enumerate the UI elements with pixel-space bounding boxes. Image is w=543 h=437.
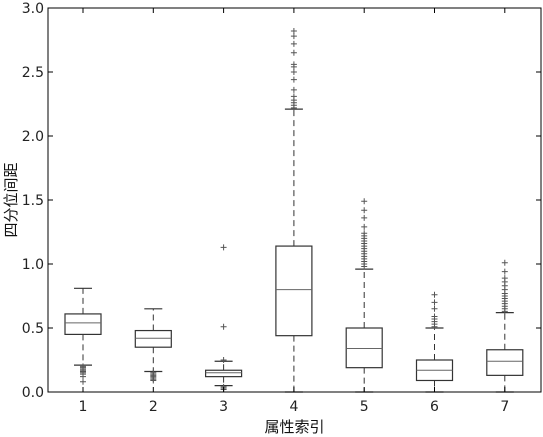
- box-group-1: [64, 287, 102, 385]
- outlier-point: [290, 40, 297, 47]
- x-tick-label: 3: [219, 399, 228, 415]
- y-tick-label: 0.0: [22, 385, 44, 401]
- outlier-point: [290, 28, 297, 35]
- outlier-point: [80, 373, 86, 380]
- box-iqr: [134, 329, 172, 348]
- plot-marks: [64, 28, 524, 393]
- outlier-point: [290, 93, 297, 100]
- outlier-point: [290, 86, 297, 93]
- box-iqr: [275, 245, 313, 337]
- box-iqr: [486, 349, 524, 376]
- y-tick-label: 1.0: [22, 257, 44, 273]
- outlier-point: [431, 313, 438, 320]
- x-axis-label: 属性索引: [264, 418, 324, 436]
- outlier-point: [501, 268, 508, 275]
- outlier-point: [290, 33, 297, 40]
- outlier-point: [361, 230, 368, 237]
- x-axis-ticks: 1 2 3 4 5 6 7: [79, 8, 509, 415]
- outlier-point: [290, 61, 297, 68]
- outlier-point: [361, 223, 368, 230]
- x-tick-label: 2: [149, 399, 158, 415]
- box-group-5: [345, 198, 383, 393]
- outlier-point: [80, 378, 86, 385]
- outlier-point: [290, 49, 297, 56]
- box-group-7: [486, 259, 524, 393]
- outlier-point: [290, 69, 297, 75]
- outlier-point: [501, 275, 508, 282]
- box-iqr: [205, 369, 243, 378]
- outlier-point: [220, 323, 227, 330]
- y-tick-label: 3.0: [22, 1, 44, 17]
- box-iqr: [64, 313, 102, 336]
- outlier-point: [361, 207, 368, 214]
- box-group-2: [134, 308, 172, 384]
- outlier-point: [290, 76, 297, 83]
- plot-frame: [47, 7, 542, 393]
- outlier-point: [361, 214, 368, 221]
- outlier-point: [431, 305, 438, 312]
- box-group-4: [275, 28, 313, 393]
- y-tick-label: 1.5: [22, 193, 44, 209]
- x-tick-label: 4: [289, 399, 298, 415]
- outlier-point: [501, 259, 508, 266]
- x-tick-label: 5: [360, 399, 369, 415]
- y-axis-label: 四分位间距: [2, 162, 20, 237]
- box-group-6: [415, 291, 454, 393]
- y-tick-label: 0.5: [22, 321, 44, 337]
- x-tick-label: 6: [430, 399, 439, 415]
- x-tick-label: 1: [79, 399, 88, 415]
- box-iqr: [345, 327, 383, 369]
- outlier-point: [220, 244, 227, 251]
- box-group-3: [205, 244, 243, 393]
- x-tick-label: 7: [500, 399, 509, 415]
- y-tick-label: 2.0: [22, 129, 44, 145]
- outlier-point: [220, 357, 227, 363]
- outlier-point: [431, 291, 438, 298]
- outlier-point: [431, 299, 438, 306]
- y-tick-label: 2.5: [22, 65, 44, 81]
- y-axis-ticks: 0.0 0.5 1.0 1.5 2.0 2.5 3.0: [22, 1, 541, 401]
- outlier-point: [150, 377, 157, 384]
- outlier-point: [361, 198, 368, 205]
